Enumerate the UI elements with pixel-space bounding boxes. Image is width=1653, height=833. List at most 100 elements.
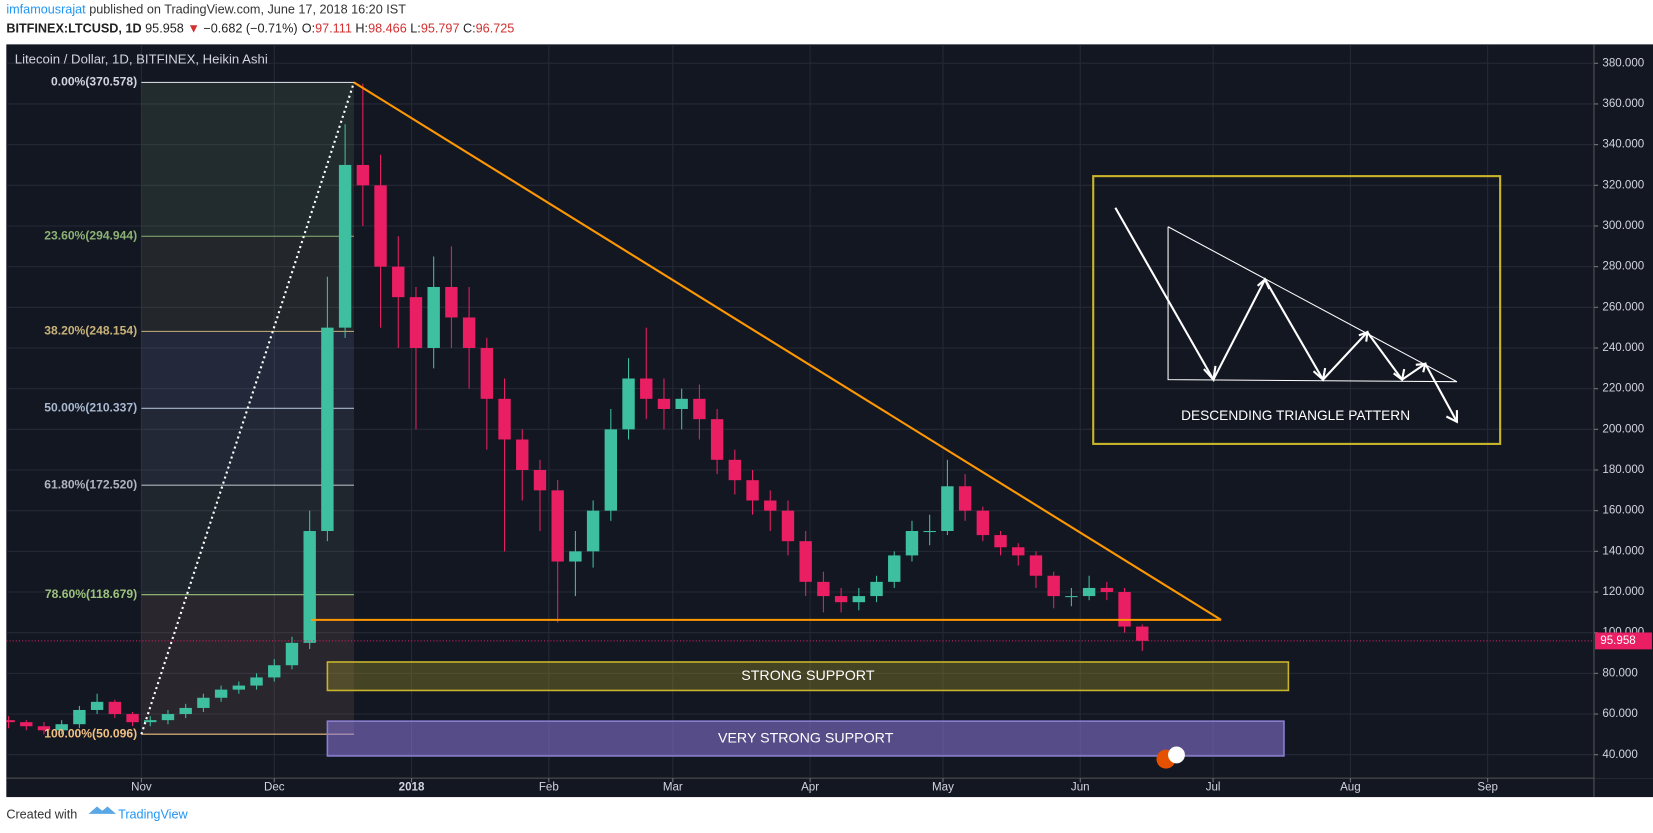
candle-body: [799, 541, 812, 582]
ohlc-value: 97.111: [315, 22, 352, 36]
candle-body: [1047, 575, 1060, 597]
ohlc-gap: [514, 22, 518, 36]
header-line: imfamousrajat published on TradingView.c…: [6, 3, 406, 17]
candle-body: [338, 164, 352, 328]
x-tick-label: Jun: [1071, 782, 1090, 794]
candle-body: [586, 510, 600, 552]
candle-body: [870, 581, 883, 597]
chart-title: Litecoin / Dollar, 1D, BITFINEX, Heikin …: [15, 52, 268, 67]
ohlc-label: O:: [302, 22, 315, 36]
candle-body: [268, 665, 281, 678]
x-tick-label: Dec: [264, 782, 285, 794]
fib-label: 0.00%(370.578): [51, 75, 137, 89]
ohlc-label: H:: [355, 22, 368, 36]
pattern-box: [1092, 175, 1502, 445]
fib-zone: [141, 331, 354, 409]
pattern-path: [1114, 207, 1458, 423]
fib-zone: [141, 408, 354, 486]
footer-created: Created with: [6, 807, 77, 821]
candle-body: [923, 531, 936, 533]
y-tick-label: 360.000: [1602, 98, 1644, 110]
candle-body: [1065, 596, 1078, 598]
fib-label: 23.60%(294.944): [44, 228, 137, 242]
candle-body: [817, 581, 830, 597]
candle-body: [20, 722, 33, 727]
tradingview-logo: [88, 806, 116, 814]
ohlc-label: C:: [463, 22, 476, 36]
candle-body: [90, 701, 104, 710]
candle-body: [834, 596, 848, 603]
fib-label: 78.60%(118.679): [45, 587, 137, 601]
candle-body: [888, 555, 901, 582]
x-tick-label: Sep: [1477, 782, 1498, 794]
event-badge[interactable]: [1156, 746, 1185, 769]
candle-body: [852, 596, 866, 603]
plot-area: [6, 44, 1594, 779]
x-tick-label: Feb: [539, 782, 559, 794]
candle-body: [533, 470, 547, 491]
candle-body: [551, 490, 564, 562]
candle-body: [392, 266, 405, 298]
candle-body: [374, 185, 387, 267]
ohlc-value: 95.797: [421, 22, 460, 36]
candle-body: [250, 677, 263, 686]
candle-body: [640, 378, 653, 399]
candle-body: [179, 707, 192, 715]
fib-zone: [141, 485, 354, 595]
y-tick-label: 300.000: [1602, 220, 1644, 232]
fib-zone: [141, 236, 354, 332]
y-tick-label: 120.000: [1602, 586, 1644, 598]
candle-body: [657, 398, 671, 409]
y-tick-label: 380.000: [1602, 57, 1644, 69]
x-tick-label: May: [932, 782, 954, 794]
trend-line: [140, 82, 355, 735]
candle-body: [480, 347, 494, 399]
pattern-diagram: [1092, 175, 1502, 445]
ohlc-value: 98.466: [368, 22, 407, 36]
last-price-label: 95.958: [1600, 635, 1635, 647]
y-tick-label: 220.000: [1602, 383, 1644, 395]
candle-body: [161, 714, 175, 721]
candle-body: [445, 286, 458, 318]
symbol-line: BITFINEX:LTCUSD, 1D 95.958 ▼ −0.682 (−0.…: [6, 22, 518, 36]
x-tick-label: Nov: [131, 782, 152, 794]
candle-body: [285, 642, 299, 666]
candle-body: [232, 685, 246, 690]
candle-body: [728, 459, 742, 481]
y-tick-label: 240.000: [1602, 342, 1644, 354]
candle-body: [764, 500, 777, 511]
candle-body: [1082, 587, 1096, 597]
footer-brand[interactable]: TradingView: [118, 807, 188, 821]
candle-body: [710, 419, 724, 460]
x-tick-label: Mar: [663, 782, 683, 794]
candle-body: [498, 398, 511, 440]
candle-body: [693, 398, 706, 420]
candle-body: [976, 510, 990, 536]
candle-body: [303, 531, 316, 643]
trend-line: [353, 81, 1222, 621]
candle-body: [1012, 547, 1025, 556]
y-tick-label: 280.000: [1602, 261, 1644, 273]
y-tick-label: 260.000: [1602, 301, 1644, 313]
ohlc-value: 96.725: [476, 22, 515, 36]
fib-label: 100.00%(50.096): [44, 726, 137, 740]
author[interactable]: imfamousrajat: [6, 3, 86, 17]
candle-body: [604, 429, 618, 511]
price: 95.958: [145, 22, 184, 36]
fib-label: 38.20%(248.154): [44, 324, 137, 338]
candle-body: [144, 720, 157, 723]
y-tick-label: 60.000: [1602, 708, 1637, 720]
candle-body: [958, 486, 972, 511]
pattern-label: DESCENDING TRIANGLE PATTERN: [1181, 408, 1410, 423]
candle-body: [569, 551, 582, 562]
y-tick-label: 320.000: [1602, 179, 1644, 191]
last-price-box: [1595, 632, 1652, 650]
y-tick-label: 40.000: [1602, 749, 1637, 761]
candle-body: [55, 724, 68, 731]
candle-body: [197, 697, 210, 708]
time-axis: [6, 778, 1653, 798]
candle-body: [462, 317, 476, 348]
x-tick-label: Jul: [1206, 782, 1221, 794]
